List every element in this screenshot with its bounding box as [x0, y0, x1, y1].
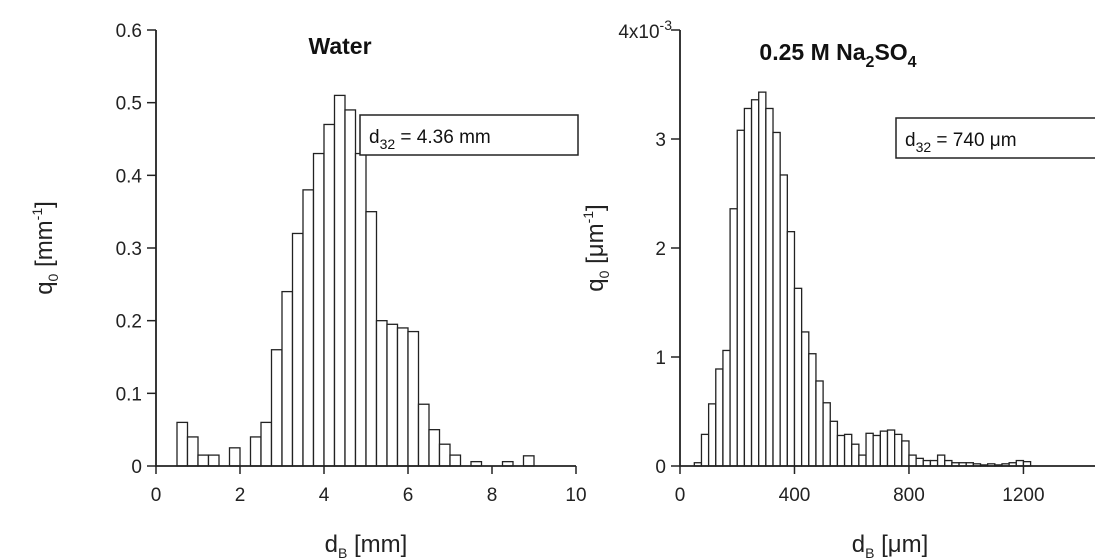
histogram-bar — [281, 290, 294, 467]
histogram-bar — [815, 380, 824, 467]
histogram-bar — [302, 189, 315, 467]
histogram-bar — [438, 443, 451, 467]
y-ticks-na2so4: 0 1 2 3 — [655, 29, 680, 478]
histogram-bar — [417, 403, 430, 467]
x-tick-label: 4 — [319, 485, 330, 506]
histogram-bar — [186, 436, 199, 467]
y-tick-label: 3 — [655, 130, 666, 151]
histogram-bar — [779, 174, 788, 467]
histogram-bar — [872, 434, 881, 467]
histogram-bar — [750, 99, 760, 467]
histogram-bar — [522, 455, 535, 467]
histogram-bar — [396, 327, 409, 467]
histogram-bar — [176, 421, 189, 467]
histogram-bar — [858, 454, 867, 467]
histogram-bar — [722, 349, 731, 467]
histogram-bar — [707, 403, 717, 467]
histogram-bar — [407, 330, 420, 467]
histogram-bar — [829, 420, 839, 467]
x-ticks-water: 0 2 4 6 8 10 — [151, 466, 587, 506]
histogram-bar — [386, 323, 399, 467]
x-tick-label: 400 — [779, 485, 811, 506]
histogram-bar — [375, 320, 388, 467]
histogram-bar — [879, 430, 889, 467]
panel-na2so4: 0 1 2 3 0 400 800 1200 0.25 M Na2SO4 d32 = 740… — [580, 17, 1095, 559]
y-tick-label: 0.6 — [116, 21, 142, 42]
x-axis-label-na2so4: dB [μm] — [852, 531, 929, 559]
annotation-water: d32 = 4.36 mm — [369, 127, 491, 152]
histogram-bar — [312, 152, 325, 467]
histogram-bar — [449, 454, 462, 467]
histogram-bar — [715, 368, 724, 467]
histogram-bar — [886, 429, 896, 467]
y-tick-label: 0.2 — [116, 312, 142, 333]
histogram-bar — [851, 443, 860, 467]
histogram-bar — [291, 232, 304, 467]
histogram-bar — [765, 107, 774, 467]
x-tick-label: 2 — [235, 485, 246, 506]
y-ticks-water: 0 0.1 0.2 0.3 0.4 0.5 0.6 — [116, 21, 156, 478]
y-axis-label-water: q0 [mm-1] — [29, 201, 61, 295]
histogram-bar — [729, 208, 738, 467]
histogram-bar — [758, 91, 767, 467]
histogram-bar — [908, 454, 917, 467]
histogram-bar — [428, 429, 441, 467]
histogram-bar — [249, 436, 262, 467]
histogram-bar — [772, 131, 781, 467]
y-tick-label: 0 — [131, 457, 142, 478]
annotation-box-na2so4 — [895, 117, 1095, 159]
bars-water — [176, 94, 535, 467]
x-tick-label: 0 — [675, 485, 686, 506]
histogram-bar — [354, 152, 367, 467]
histogram-bar — [936, 454, 946, 467]
x-tick-label: 8 — [487, 485, 498, 506]
histogram-bar — [323, 123, 336, 467]
histogram-bar — [894, 433, 903, 467]
x-tick-label: 10 — [565, 485, 586, 506]
y-tick-label: 1 — [655, 348, 666, 369]
histogram-bar — [700, 433, 710, 467]
y-tick-label: 0.3 — [116, 239, 142, 260]
histogram-bar — [207, 454, 220, 467]
x-tick-label: 0 — [151, 485, 162, 506]
histogram-bar — [743, 107, 753, 467]
histogram-bar — [365, 211, 378, 467]
histogram-bar — [915, 457, 924, 467]
y-tick-label: 0.5 — [116, 94, 142, 115]
x-tick-label: 6 — [403, 485, 414, 506]
histogram-bar — [736, 129, 746, 467]
y-axis-label-na2so4: q0 [μm-1] — [580, 204, 612, 291]
histogram-bar — [270, 349, 283, 467]
y-tick-top-na2so4: 4x10-3 — [618, 17, 672, 43]
y-tick-label: 0.4 — [116, 166, 143, 187]
chart-title-na2so4: 0.25 M Na2SO4 — [759, 39, 916, 71]
x-axis-label-water: dB [mm] — [325, 531, 408, 559]
y-tick-label: 0.1 — [116, 384, 142, 405]
y-tick-label: 0 — [655, 457, 666, 478]
annotation-na2so4: d32 = 740 μm — [905, 130, 1017, 155]
chart-title-water: Water — [308, 33, 371, 59]
histogram-bar — [786, 230, 796, 467]
x-ticks-na2so4: 0 400 800 1200 — [675, 466, 1045, 506]
y-tick-label: 2 — [655, 239, 666, 260]
histogram-bar — [836, 434, 846, 467]
panel-water: 0 0.1 0.2 0.3 0.4 0.5 0.6 0 2 4 6 8 10 Water d32 = … — [29, 21, 587, 559]
histogram-bar — [197, 454, 210, 467]
histogram-bar — [808, 353, 817, 467]
histogram-bar — [901, 440, 910, 467]
annotation-box-water — [359, 114, 579, 156]
histogram-bar — [865, 432, 874, 467]
histogram-bar — [843, 433, 853, 467]
x-tick-label: 1200 — [1002, 485, 1044, 506]
histogram-bar — [793, 287, 803, 467]
histogram-bar — [822, 402, 831, 467]
histogram-bar — [800, 331, 810, 467]
x-tick-label: 800 — [893, 485, 925, 506]
histogram-bar — [344, 109, 357, 467]
histogram-bar — [260, 421, 273, 467]
histogram-bar — [333, 94, 346, 467]
histogram-bar — [228, 447, 241, 467]
